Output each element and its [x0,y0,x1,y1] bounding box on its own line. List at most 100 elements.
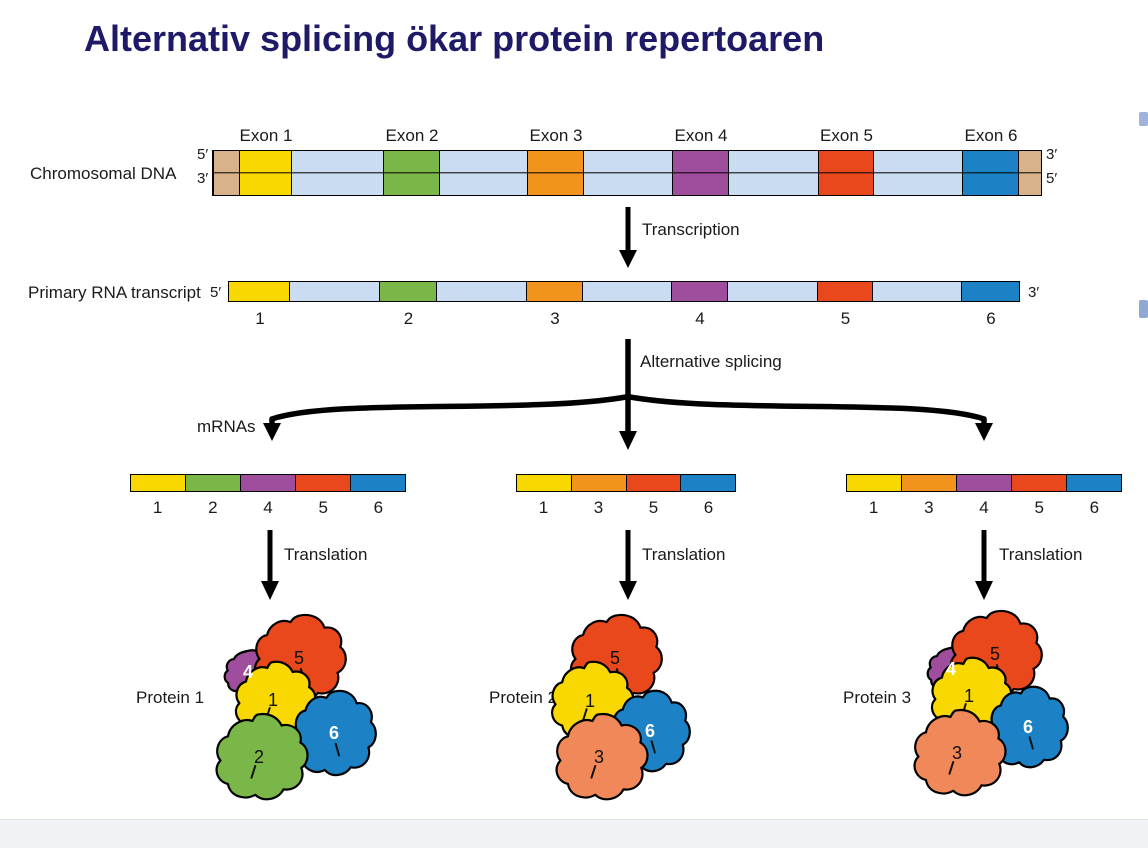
transcript-intron-segment [436,282,526,301]
transcript-exon-number: 1 [255,309,265,328]
transcript-exon-number: 4 [695,309,705,328]
transcript-intron-segment [727,282,817,301]
transcript-exon-number: 3 [550,309,560,328]
dna-exon-label: Exon 6 [964,126,1018,145]
mrna-exon-number: 6 [703,498,714,517]
subunit-number: 4 [945,658,956,679]
protein-3-label: Protein 3 [843,688,912,707]
transcript-exon-number: 5 [840,309,851,328]
mrna-1-bar [130,474,406,492]
mrna-exon-segment [240,475,295,491]
dna-exon-label: Exon 4 [674,126,728,145]
subunit-number: 6 [328,722,339,743]
translation-label-2: Translation [642,545,726,564]
mrna-1: 1 2 4 5 6 [130,474,406,518]
subunit-blob-shape [552,712,646,802]
mrna-exon-segment [517,475,571,491]
subunit-number: 1 [584,690,595,711]
translation-arrowhead-3 [975,581,993,600]
transcript-exon-segment [671,282,727,301]
subunit-number: 5 [609,647,620,668]
transcript-exon-number: 2 [403,309,414,328]
splicing-right-arrowhead [975,423,993,441]
mrna-exon-number: 6 [1089,498,1100,517]
mrna-exon-segment [185,475,240,491]
subunit-blob-shape [212,712,306,802]
mrna-exon-number: 3 [593,498,604,517]
mrna-exon-segment [295,475,350,491]
scrollbar-marker-bottom[interactable] [1139,300,1148,318]
subunit-number: 5 [293,647,304,668]
subunit-number: 6 [644,720,655,741]
protein-1-subunit-6: 6 [292,688,376,778]
transcript-exon-segment [526,282,582,301]
mrna-exon-number: 4 [979,498,989,517]
protein-1-label: Protein 1 [136,688,205,707]
subunit-number: 5 [989,643,1000,664]
mrna-exon-number: 1 [868,498,879,517]
mrna-exon-segment [1066,475,1121,491]
mrna-exon-segment [1011,475,1066,491]
transcript-exon-segment [379,282,436,301]
subunit-number: 3 [593,746,604,767]
transcript-3prime: 3′ [1028,284,1040,301]
mrna-3-numbers: 1 3 4 5 6 [846,498,1122,518]
mrna-exon-number: 2 [208,498,218,517]
mrna-exon-number: 4 [263,498,273,517]
mrna-exon-number: 1 [152,498,163,517]
dna-exon-label: Exon 5 [820,126,873,145]
dna-left-5prime: 5′ [197,146,209,163]
subunit-number: 2 [253,746,264,767]
transcript-exon-segment [961,282,1019,301]
subunit-number: 3 [951,742,962,763]
dna-exon-label: Exon 3 [529,126,583,145]
transcript-intron-segment [582,282,671,301]
subunit-number: 4 [242,661,253,682]
protein-1-subunit-2: 2 [212,712,306,802]
subunit-blob-shape [292,688,376,778]
mrna-exon-segment [131,475,185,491]
mrna-exon-number: 3 [924,498,934,517]
mrna-1-numbers: 1 2 4 5 6 [130,498,406,518]
translation-arrowhead-1 [261,581,279,600]
subunit-number: 1 [267,689,278,710]
mrna-exon-segment [847,475,901,491]
mrna-exon-segment [956,475,1011,491]
dna-exon-label: Exon 2 [385,126,439,145]
translation-arrowhead-2 [619,581,637,600]
mrna-2-bar [516,474,736,492]
subunit-number: 1 [963,685,974,706]
mrna-exon-number: 5 [318,498,328,517]
splicing-left-arrowhead [263,423,281,441]
dna-exon-label: Exon 1 [239,126,293,145]
mrna-exon-segment [570,475,626,491]
mrna-exon-segment [350,475,405,491]
mrna-exon-number: 5 [1034,498,1044,517]
status-bar [0,819,1148,848]
transcript-row-label: Primary RNA transcript [28,283,201,302]
dna-right-3prime: 3′ [1046,146,1058,163]
transcript-exon-segment [817,282,872,301]
subunit-blob-shape [910,708,1004,798]
mrna-3-bar [846,474,1122,492]
scrollbar-marker-top[interactable] [1139,112,1148,126]
protein-3-subunit-6: 6 [988,684,1068,770]
mrnas-label: mRNAs [197,417,256,436]
mrna-2-numbers: 1 3 5 6 [516,498,736,518]
splicing-left-branch [269,394,627,425]
splicing-label: Alternative splicing [640,352,782,371]
mrna-exon-segment [901,475,956,491]
mrna-exon-segment [625,475,681,491]
protein-2-label: Protein 2 [489,688,558,707]
slide-title: Alternativ splicing ökar protein reperto… [84,18,825,59]
mrna-exon-segment [680,475,735,491]
transcription-label: Transcription [642,220,740,239]
transcription-arrowhead [619,250,637,268]
splicing-center-arrowhead [619,431,637,450]
transcript-intron-segment [289,282,379,301]
translation-label-1: Translation [284,545,368,564]
protein-3-subunit-3: 3 [910,708,1004,798]
dna-left-3prime: 3′ [197,170,209,187]
mrna-exon-number: 5 [648,498,659,517]
